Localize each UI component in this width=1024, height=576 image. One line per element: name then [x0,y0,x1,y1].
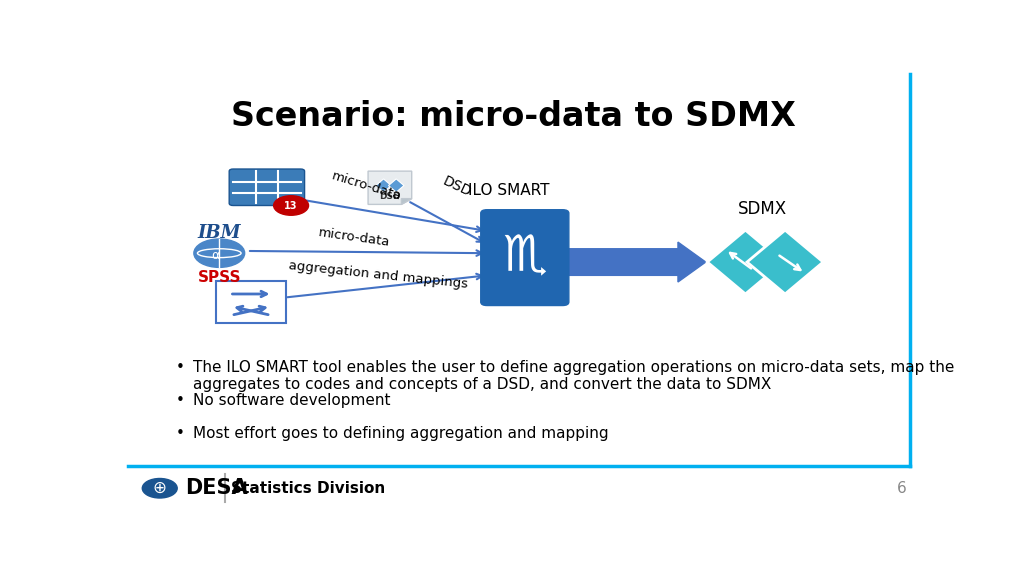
Text: α: α [211,249,219,262]
Text: DSD: DSD [379,192,400,201]
Text: ILO SMART: ILO SMART [468,183,550,198]
FancyBboxPatch shape [216,281,287,323]
Polygon shape [401,199,412,204]
Text: micro-data: micro-data [317,226,391,249]
Polygon shape [708,230,783,294]
FancyBboxPatch shape [229,169,304,206]
Text: SPSS: SPSS [198,270,241,285]
Text: ♏: ♏ [503,234,547,282]
Text: DSD: DSD [440,174,474,199]
Text: SDMX: SDMX [738,200,787,218]
Circle shape [194,239,245,267]
Text: aggregation and mappings: aggregation and mappings [288,259,468,291]
Polygon shape [368,171,412,204]
Text: Scenario: micro-data to SDMX: Scenario: micro-data to SDMX [231,100,796,133]
Text: Most effort goes to defining aggregation and mapping: Most effort goes to defining aggregation… [194,426,608,441]
Text: •: • [176,426,184,441]
Text: micro-data: micro-data [330,170,402,203]
Circle shape [142,479,177,498]
Text: 13: 13 [285,200,298,210]
Text: DESA: DESA [185,478,248,498]
Text: The ILO SMART tool enables the user to define aggregation operations on micro-da: The ILO SMART tool enables the user to d… [194,359,954,392]
Polygon shape [388,179,404,192]
Text: IBM: IBM [198,224,241,242]
Text: 6: 6 [897,481,906,496]
Text: ⊕: ⊕ [153,479,167,497]
Text: No software development: No software development [194,393,390,408]
FancyBboxPatch shape [480,210,569,305]
Polygon shape [376,179,391,192]
Text: •: • [176,393,184,408]
FancyArrow shape [566,242,706,282]
Text: Statistics Division: Statistics Division [231,481,385,496]
Text: •: • [176,359,184,374]
Polygon shape [748,230,823,294]
Circle shape [273,196,308,215]
